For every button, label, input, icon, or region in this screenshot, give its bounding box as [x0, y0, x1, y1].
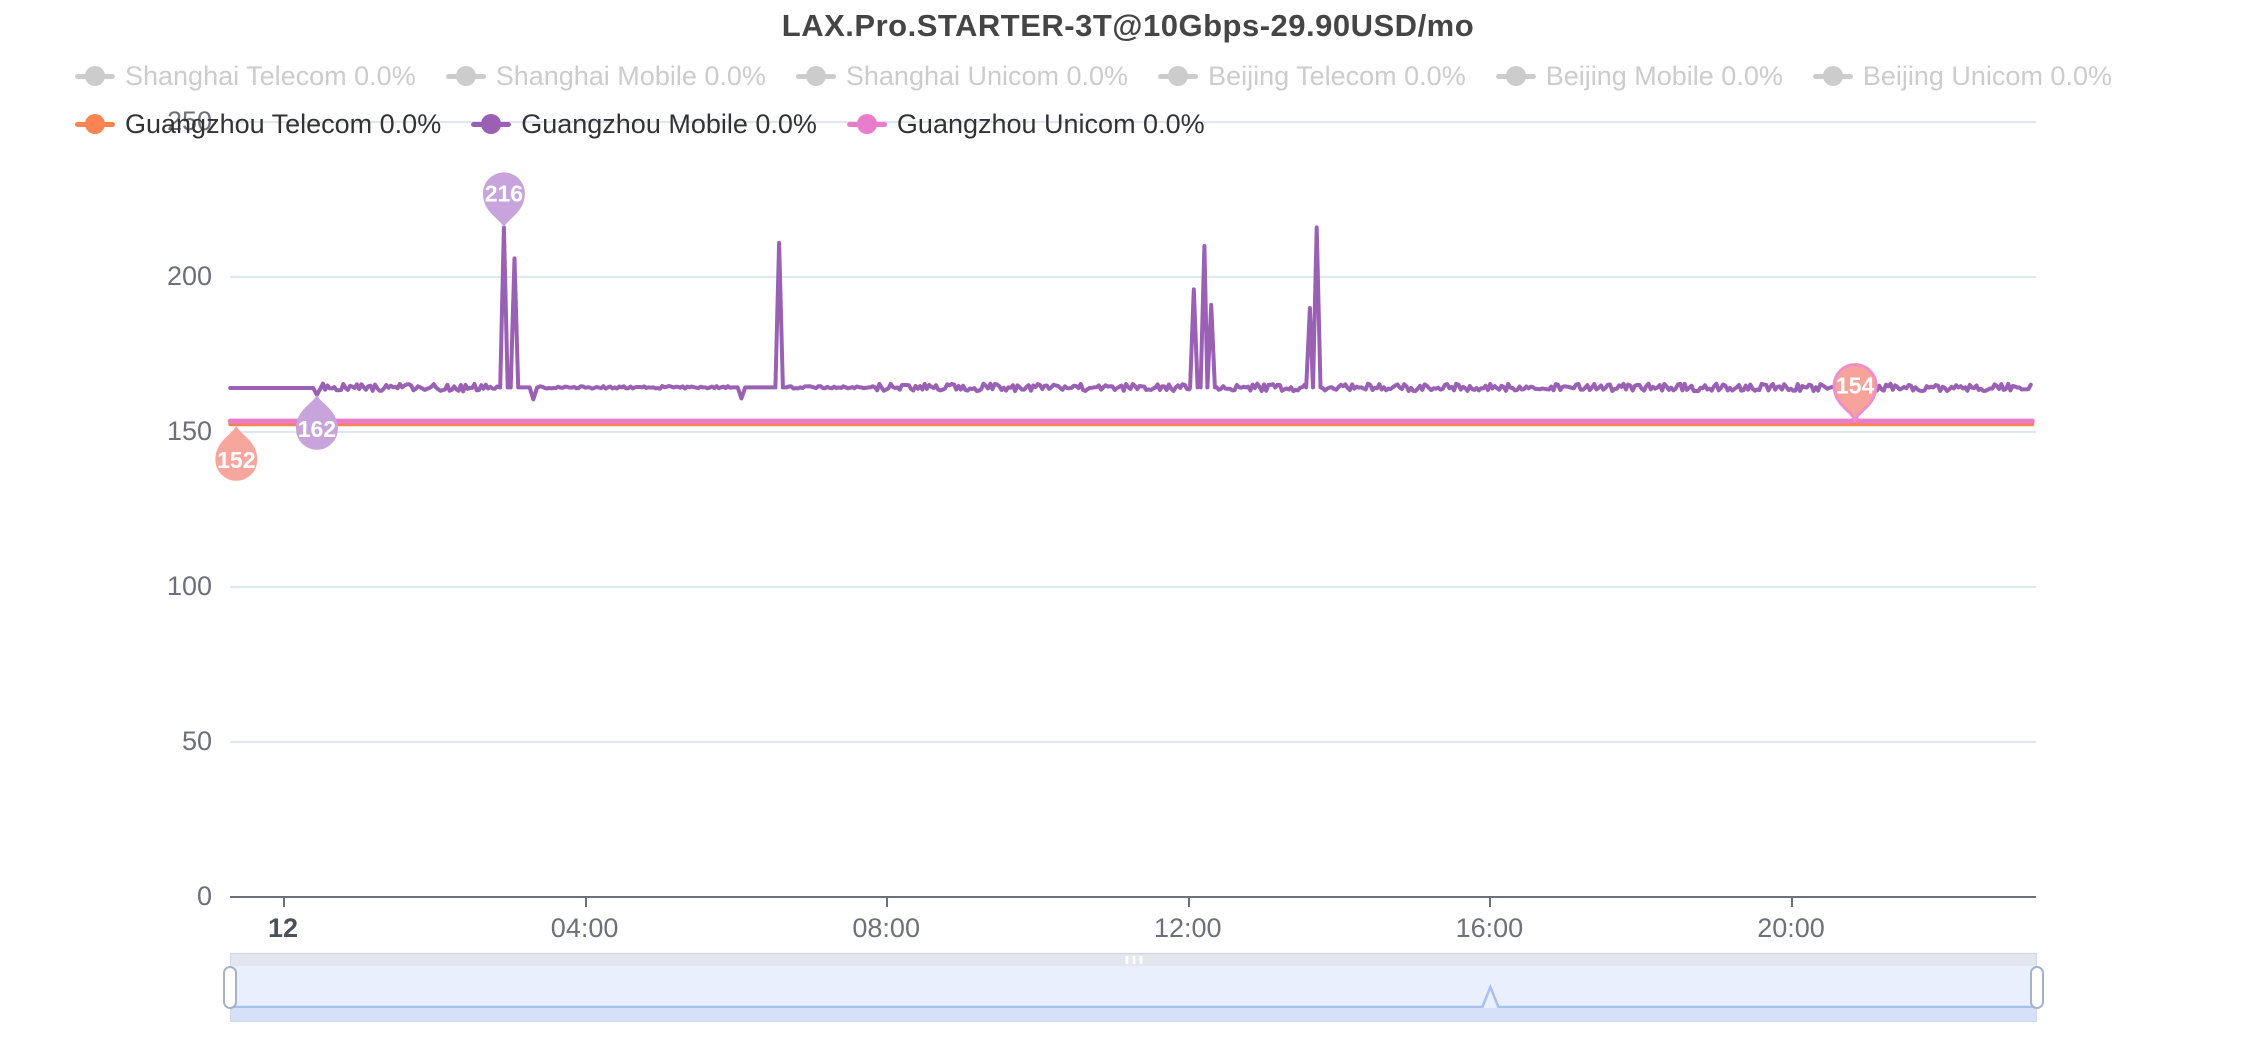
legend-series-icon: [75, 113, 115, 135]
x-axis-label-08-00: 08:00: [852, 913, 920, 943]
max-marker-guangzhou-mobile: 216: [482, 172, 525, 228]
y-gridline-50: [230, 741, 2036, 743]
max-marker-guangzhou-unicom: 154: [1832, 363, 1878, 424]
x-axis-tick: [1489, 897, 1492, 907]
page-title: LAX.Pro.STARTER-3T@10Gbps-29.90USD/mo: [781, 8, 1475, 43]
x-axis-line: [230, 896, 2036, 898]
legend-series-icon: [1812, 65, 1853, 87]
legend-item-guangzhou-telecom-0-0[interactable]: Guangzhou Telecom 0.0%: [75, 106, 441, 142]
legend-series-icon: [795, 65, 836, 87]
pin-value-label: 216: [485, 180, 523, 206]
legend-item-guangzhou-unicom-0-0[interactable]: Guangzhou Unicom 0.0%: [846, 106, 1205, 142]
legend-series-icon: [471, 113, 512, 135]
x-axis-label-20-00: 20:00: [1757, 913, 1825, 943]
pin-balloon: [295, 394, 338, 450]
min-marker-guangzhou-mobile: 162: [295, 394, 338, 450]
legend-item-guangzhou-mobile-0-0[interactable]: Guangzhou Mobile 0.0%: [471, 106, 817, 142]
pin-balloon: [482, 172, 525, 228]
legend-item-label: Guangzhou Telecom 0.0%: [125, 109, 442, 139]
legend-item-label: Beijing Telecom 0.0%: [1208, 61, 1466, 91]
legend-item-shanghai-telecom-0-0[interactable]: Shanghai Telecom 0.0%: [75, 58, 416, 94]
legend-series-icon: [1158, 65, 1199, 87]
legend-item-label: Shanghai Telecom 0.0%: [125, 61, 416, 91]
pin-value-label: 154: [1836, 373, 1875, 399]
datazoom-left-handle[interactable]: [223, 966, 237, 1009]
x-axis-label-16-00: 16:00: [1455, 913, 1524, 943]
legend-item-label: Beijing Mobile 0.0%: [1545, 61, 1783, 91]
x-axis-label-12-00: 12:00: [1154, 913, 1222, 943]
legend-item-beijing-unicom-0-0[interactable]: Beijing Unicom 0.0%: [1812, 58, 2112, 94]
pin-value-label: 162: [298, 416, 336, 442]
legend-item-shanghai-unicom-0-0[interactable]: Shanghai Unicom 0.0%: [795, 58, 1129, 94]
legend-item-label: Shanghai Mobile 0.0%: [495, 61, 766, 91]
datazoom-bottom-band: [231, 1008, 2036, 1021]
datazoom-slider-track[interactable]: [230, 953, 2037, 1022]
y-axis-label-100: 100: [166, 571, 212, 601]
x-axis-tick: [584, 897, 587, 907]
legend-item-label: Beijing Unicom 0.0%: [1862, 61, 2112, 91]
x-axis-tick: [886, 897, 889, 907]
legend-series-icon: [1495, 65, 1536, 87]
y-axis-label-50: 50: [181, 726, 212, 756]
x-axis-label-04-00: 04:00: [550, 913, 619, 943]
y-gridline-250: [230, 121, 2036, 123]
x-axis-tick: [283, 897, 285, 907]
legend-series-icon: [75, 65, 115, 87]
legend-series-icon: [846, 113, 887, 135]
series-line-guangzhou-unicom: [227, 417, 2035, 424]
y-axis-label-0: 0: [196, 881, 212, 911]
datazoom-grip-icon[interactable]: [1125, 956, 1142, 964]
pin-balloon: [1832, 363, 1878, 424]
legend-series-icon: [445, 65, 486, 87]
legend-item-shanghai-mobile-0-0[interactable]: Shanghai Mobile 0.0%: [445, 58, 766, 94]
y-axis-label-150: 150: [166, 416, 212, 446]
legend-item-beijing-telecom-0-0[interactable]: Beijing Telecom 0.0%: [1158, 58, 1466, 94]
min-marker-guangzhou-telecom: 152: [215, 425, 258, 481]
y-axis-label-250: 250: [166, 106, 212, 136]
legend-item-label: Guangzhou Mobile 0.0%: [521, 109, 817, 139]
legend-item-label: Guangzhou Unicom 0.0%: [896, 109, 1205, 139]
y-gridline-150: [230, 431, 2036, 433]
datazoom-right-handle[interactable]: [2030, 966, 2044, 1009]
series-line-guangzhou-mobile: [228, 225, 2033, 402]
y-gridline-100: [230, 586, 2036, 588]
legend-item-beijing-mobile-0-0[interactable]: Beijing Mobile 0.0%: [1495, 58, 1783, 94]
pin-value-label: 152: [217, 447, 255, 473]
x-axis-label-12: 12: [267, 913, 299, 943]
pin-balloon: [215, 425, 258, 481]
legend-item-label: Shanghai Unicom 0.0%: [845, 61, 1129, 91]
datazoom-mini-chart: [231, 983, 2036, 1009]
y-axis-label-200: 200: [166, 261, 212, 291]
y-gridline-200: [230, 276, 2036, 278]
x-axis-tick: [1791, 897, 1793, 907]
legend-row-1: Shanghai Telecom 0.0% Shanghai Mobile 0.0…: [75, 58, 2112, 94]
x-axis-tick: [1187, 897, 1190, 907]
legend-row-2: Guangzhou Telecom 0.0% Guangzhou Mobile 0…: [75, 106, 1205, 142]
